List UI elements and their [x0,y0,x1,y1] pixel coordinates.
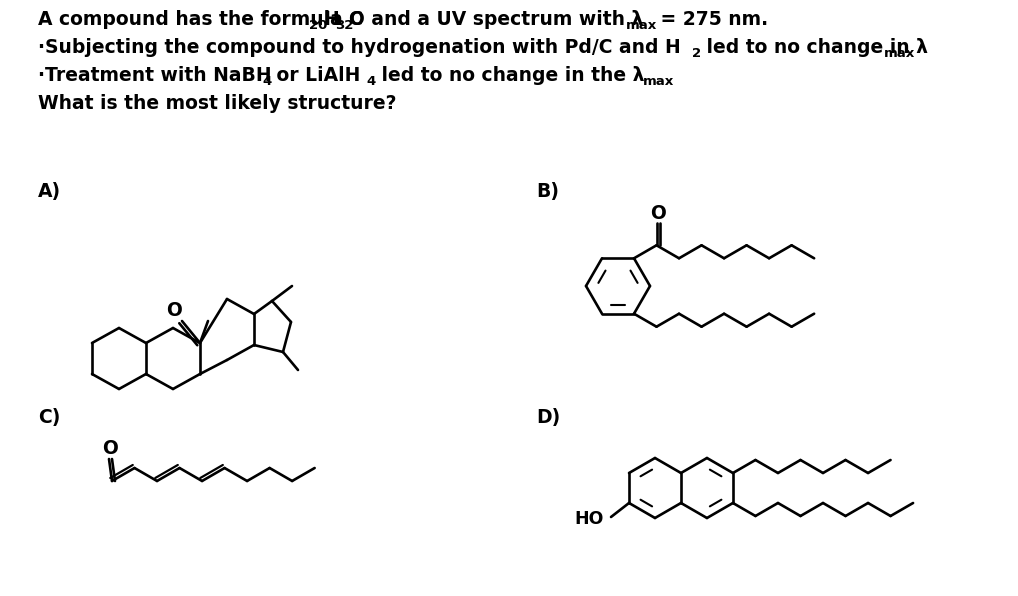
Text: HO: HO [574,510,604,528]
Text: 4: 4 [262,75,271,88]
Text: B): B) [536,182,559,200]
Text: or LiAlH: or LiAlH [270,66,360,85]
Text: max: max [643,75,674,88]
Text: 2: 2 [692,47,701,60]
Text: H: H [323,10,339,29]
Text: 20: 20 [309,19,328,32]
Text: 32: 32 [335,19,353,32]
Text: led to no change in λ: led to no change in λ [700,38,928,57]
Text: O: O [166,300,182,319]
Text: What is the most likely structure?: What is the most likely structure? [38,94,396,113]
Text: A): A) [38,182,61,200]
Text: O: O [103,439,118,458]
Text: max: max [884,47,915,60]
Text: C): C) [38,408,60,427]
Text: O: O [651,204,666,223]
Text: O and a UV spectrum with λ: O and a UV spectrum with λ [349,10,643,29]
Text: ·Subjecting the compound to hydrogenation with Pd/C and H: ·Subjecting the compound to hydrogenatio… [38,38,681,57]
Text: A compound has the formula C: A compound has the formula C [38,10,363,29]
Text: D): D) [536,408,560,427]
Text: 4: 4 [366,75,376,88]
Text: led to no change in the λ: led to no change in the λ [375,66,644,85]
Text: max: max [626,19,658,32]
Text: ·Treatment with NaBH: ·Treatment with NaBH [38,66,272,85]
Text: = 275 nm.: = 275 nm. [654,10,769,29]
